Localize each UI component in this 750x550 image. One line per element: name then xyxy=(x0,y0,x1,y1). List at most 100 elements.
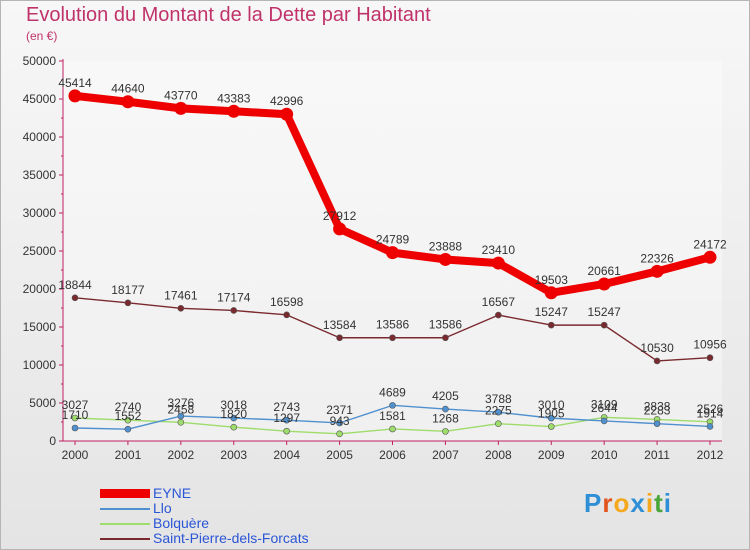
data-point xyxy=(336,334,343,342)
data-label: 10530 xyxy=(640,341,674,355)
data-point xyxy=(703,250,717,264)
data-label: 24172 xyxy=(693,237,727,251)
x-tick-label: 2012 xyxy=(697,448,724,462)
data-point xyxy=(706,423,714,430)
data-point xyxy=(230,414,238,422)
y-tick-label: 10000 xyxy=(23,358,57,372)
data-point xyxy=(283,311,290,319)
data-label: 2740 xyxy=(115,400,142,414)
data-point xyxy=(283,427,290,435)
data-label: 18844 xyxy=(58,278,92,292)
y-tick-label: 20000 xyxy=(23,282,57,296)
data-label: 3010 xyxy=(538,398,565,412)
data-point xyxy=(71,414,79,422)
data-point xyxy=(68,89,82,103)
data-point xyxy=(121,95,135,109)
legend-swatch xyxy=(100,508,150,510)
data-point xyxy=(280,107,294,121)
data-point xyxy=(124,416,132,424)
data-label: 43770 xyxy=(164,88,198,102)
data-label: 1297 xyxy=(273,411,300,425)
data-label: 16567 xyxy=(482,295,516,309)
x-tick-label: 2009 xyxy=(538,448,565,462)
data-label: 1905 xyxy=(538,407,565,421)
data-point xyxy=(442,428,449,435)
y-tick-label: 5000 xyxy=(29,396,56,410)
data-point xyxy=(386,246,399,260)
data-label: 23888 xyxy=(429,239,463,253)
data-point xyxy=(124,299,132,307)
data-point xyxy=(177,412,185,420)
data-point xyxy=(389,334,396,342)
data-point xyxy=(227,104,241,118)
y-tick-label: 30000 xyxy=(23,206,57,220)
data-label: 22326 xyxy=(640,251,674,265)
data-point xyxy=(438,252,452,266)
data-point xyxy=(495,311,502,319)
data-label: 2743 xyxy=(273,400,300,414)
data-point xyxy=(71,294,79,302)
data-label: 24789 xyxy=(376,233,410,247)
data-point xyxy=(650,264,664,278)
data-label: 3027 xyxy=(62,398,89,412)
x-tick-label: 2007 xyxy=(432,448,459,462)
data-label: 19503 xyxy=(535,273,569,287)
data-label: 3018 xyxy=(220,398,247,412)
data-label: 3276 xyxy=(167,396,194,410)
data-point xyxy=(495,420,502,428)
data-point xyxy=(495,408,502,416)
logo-letter: t xyxy=(654,488,664,518)
data-label: 943 xyxy=(330,414,350,428)
data-label: 3109 xyxy=(591,397,618,411)
legend-swatch xyxy=(100,523,150,525)
legend-swatch xyxy=(100,538,150,540)
legend-label: Bolquère xyxy=(153,515,210,531)
logo-letter: i xyxy=(663,488,672,518)
data-label: 2644 xyxy=(591,401,618,415)
data-point xyxy=(600,417,608,425)
chart-subtitle: (en €) xyxy=(26,29,58,43)
data-point xyxy=(547,414,555,422)
data-label: 45414 xyxy=(58,76,92,90)
data-point xyxy=(177,419,185,426)
data-label: 2838 xyxy=(644,399,671,413)
data-point xyxy=(600,321,608,329)
data-point xyxy=(491,256,505,270)
y-tick-label: 0 xyxy=(49,434,56,448)
logo-letter: x xyxy=(630,488,646,518)
data-label: 1710 xyxy=(62,408,89,422)
data-label: 2371 xyxy=(326,403,353,417)
legend-swatch xyxy=(100,489,150,498)
x-tick-label: 2000 xyxy=(62,448,89,462)
legend-label: Llo xyxy=(153,500,172,516)
data-label: 13586 xyxy=(376,318,410,332)
legend-label: Saint-Pierre-dels-Forcats xyxy=(153,530,309,546)
data-label: 3788 xyxy=(485,392,512,406)
data-label: 44640 xyxy=(111,82,145,96)
data-label: 17461 xyxy=(164,288,198,302)
data-label: 23410 xyxy=(482,243,516,257)
data-label: 13584 xyxy=(323,318,357,332)
data-label: 16598 xyxy=(270,295,304,309)
data-label: 18177 xyxy=(111,283,145,297)
data-label: 43383 xyxy=(217,91,251,105)
logo-letter: P xyxy=(584,488,603,518)
logo-letter: r xyxy=(602,488,614,518)
data-point xyxy=(653,420,661,427)
data-label: 1581 xyxy=(379,409,406,423)
data-label: 2283 xyxy=(644,404,671,418)
y-tick-label: 15000 xyxy=(23,320,57,334)
chart-title: Evolution du Montant de la Dette par Hab… xyxy=(26,4,431,26)
data-point xyxy=(336,430,343,438)
data-label: 2275 xyxy=(485,404,512,418)
y-tick-label: 45000 xyxy=(23,92,57,106)
x-tick-label: 2004 xyxy=(273,448,300,462)
data-point xyxy=(547,423,555,430)
x-tick-label: 2005 xyxy=(326,448,353,462)
x-tick-label: 2006 xyxy=(379,448,406,462)
data-label: 1268 xyxy=(432,411,459,425)
data-point xyxy=(442,405,449,413)
data-label: 1552 xyxy=(115,409,142,423)
logo-letter: i xyxy=(645,488,655,518)
data-label: 2526 xyxy=(697,402,724,416)
